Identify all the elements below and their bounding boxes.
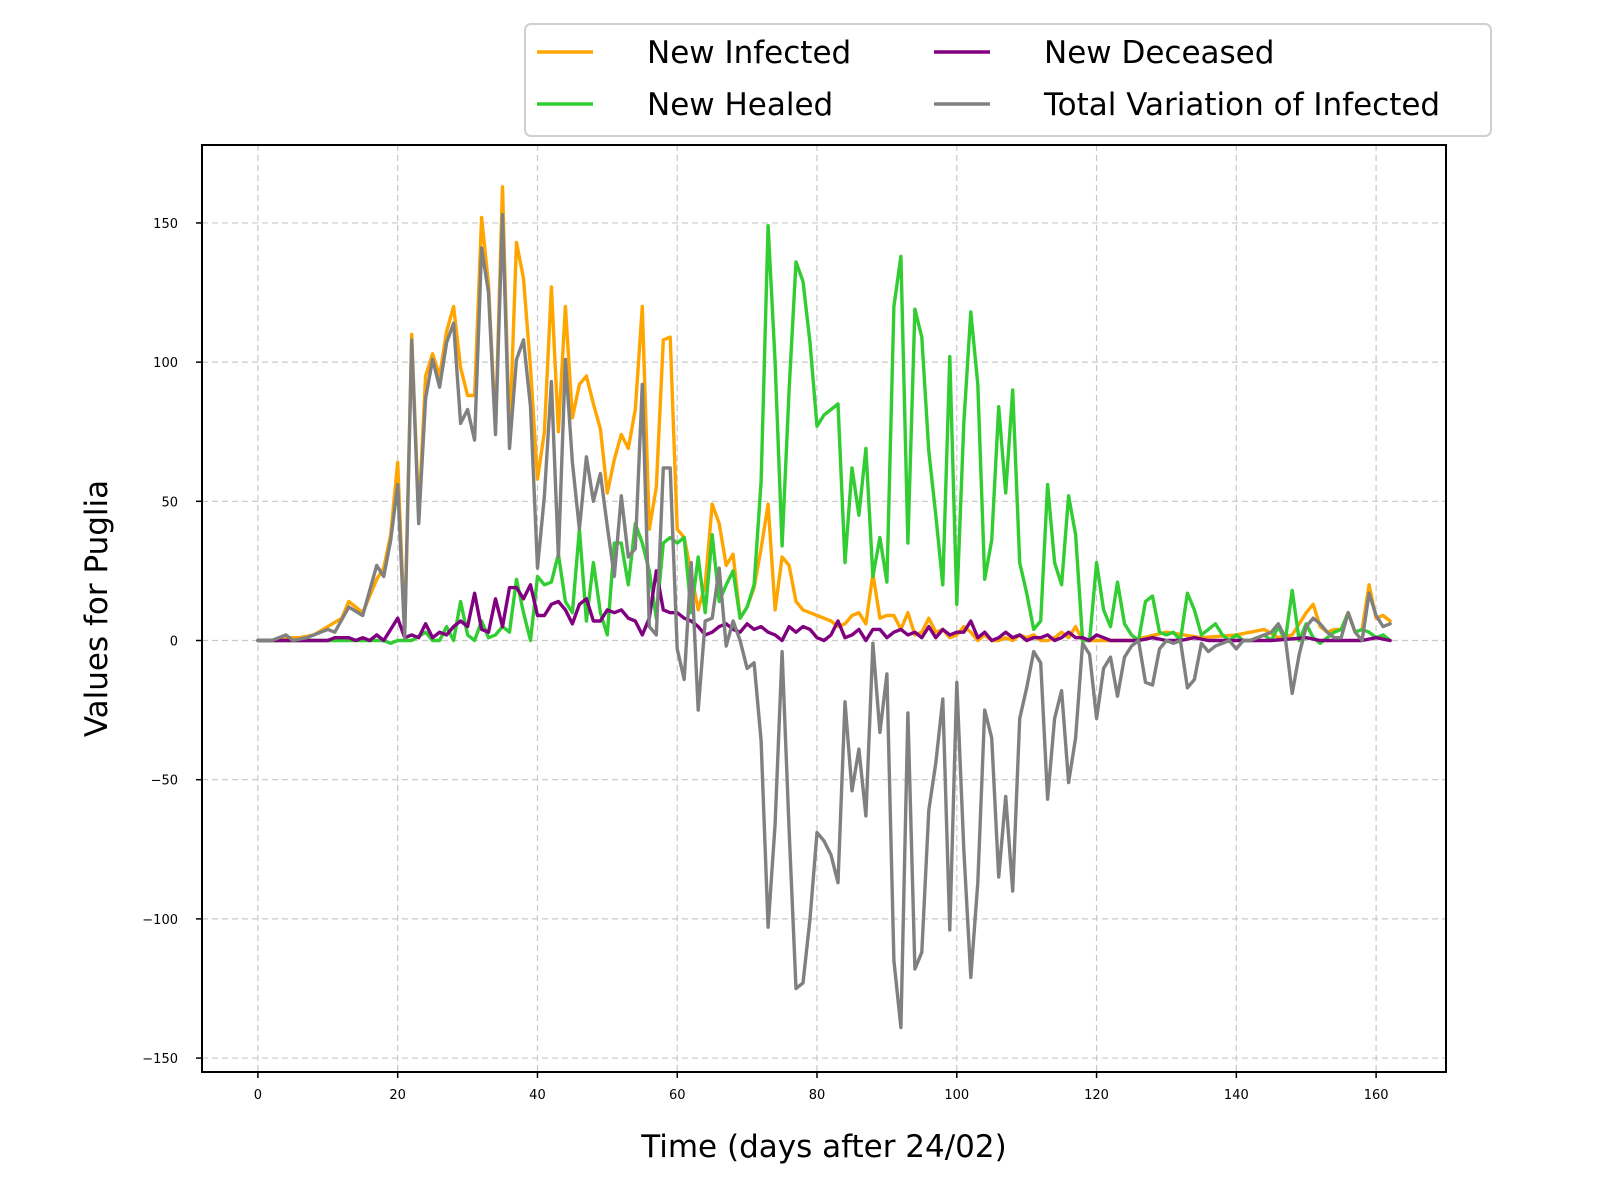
x-tick-label: 160: [1364, 1088, 1389, 1103]
x-tick-label: 120: [1084, 1088, 1109, 1103]
y-tick-label: 100: [153, 356, 178, 371]
legend-label-0: New Infected: [647, 35, 851, 71]
legend: New Infected New Healed New Deceased Total …: [524, 23, 1492, 137]
legend-box: [524, 23, 1492, 137]
series-lines: [256, 185, 1392, 1030]
legend-label-3: Total Variation of Infected: [1043, 87, 1440, 123]
x-tick-label: 0: [254, 1088, 262, 1103]
x-tick-label: 40: [529, 1088, 546, 1103]
y-tick-label: −50: [151, 774, 178, 789]
y-tick-label: 50: [161, 495, 178, 510]
y-tick-label: −100: [142, 913, 178, 928]
axis-ticks: 0 20 40 60 80 100 120 140 160 −150 −100 −50 0 50 100 15…: [142, 217, 1388, 1103]
x-tick-label: 60: [669, 1088, 686, 1103]
y-axis-label: Values for Puglia: [79, 480, 115, 737]
y-tick-label: −150: [142, 1052, 178, 1067]
x-tick-label: 80: [809, 1088, 826, 1103]
x-tick-label: 100: [944, 1088, 969, 1103]
plot-frame: [201, 144, 1447, 1073]
y-tick-label: 150: [153, 217, 178, 232]
x-axis-label: Time (days after 24/02): [640, 1129, 1006, 1165]
series-line-2: [256, 569, 1392, 643]
x-tick-label: 20: [389, 1088, 406, 1103]
series-line-1: [256, 224, 1392, 645]
series-line-3: [256, 212, 1392, 1030]
y-tick-label: 0: [170, 635, 178, 650]
x-tick-label: 140: [1224, 1088, 1249, 1103]
legend-label-1: New Healed: [647, 87, 833, 123]
legend-label-2: New Deceased: [1044, 35, 1274, 71]
